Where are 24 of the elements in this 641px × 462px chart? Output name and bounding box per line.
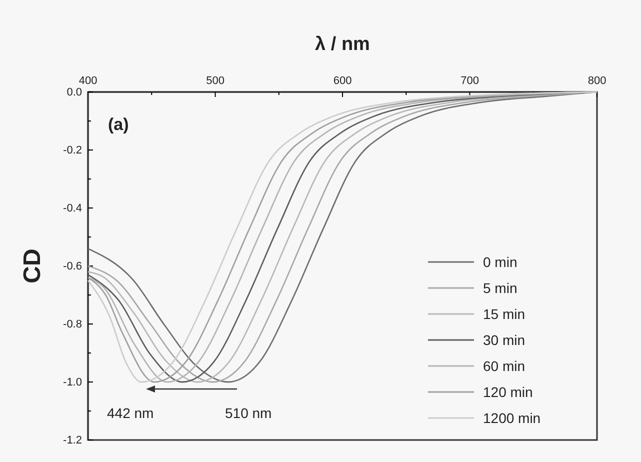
legend-label: 120 min bbox=[483, 384, 533, 400]
legend-label: 15 min bbox=[483, 306, 526, 322]
x-axis-title: λ / nm bbox=[315, 34, 370, 55]
legend-label: 1200 min bbox=[483, 410, 541, 426]
annotation: 510 nm bbox=[225, 405, 272, 421]
legend-label: 5 min bbox=[483, 280, 518, 296]
x-tick-label: 600 bbox=[333, 74, 352, 87]
y-tick-label: -0.6 bbox=[63, 260, 82, 273]
legend-label: 60 min bbox=[483, 358, 526, 374]
legend-label: 0 min bbox=[483, 254, 518, 270]
annotation: 442 nm bbox=[107, 405, 154, 421]
y-tick-label: -1.0 bbox=[63, 376, 82, 389]
y-tick-label: -0.8 bbox=[63, 318, 82, 331]
annotation: (a) bbox=[108, 115, 129, 134]
y-tick-label: -0.2 bbox=[63, 144, 82, 157]
x-tick-label: 800 bbox=[588, 74, 606, 87]
x-tick-label: 500 bbox=[206, 74, 224, 87]
y-axis-title: CD bbox=[19, 248, 46, 284]
y-tick-label: -1.2 bbox=[63, 434, 82, 447]
legend-label: 30 min bbox=[483, 332, 526, 348]
y-tick-label: 0.0 bbox=[66, 86, 82, 99]
x-tick-label: 400 bbox=[78, 74, 98, 87]
y-tick-label: -0.4 bbox=[63, 202, 82, 215]
x-tick-label: 700 bbox=[460, 74, 479, 87]
